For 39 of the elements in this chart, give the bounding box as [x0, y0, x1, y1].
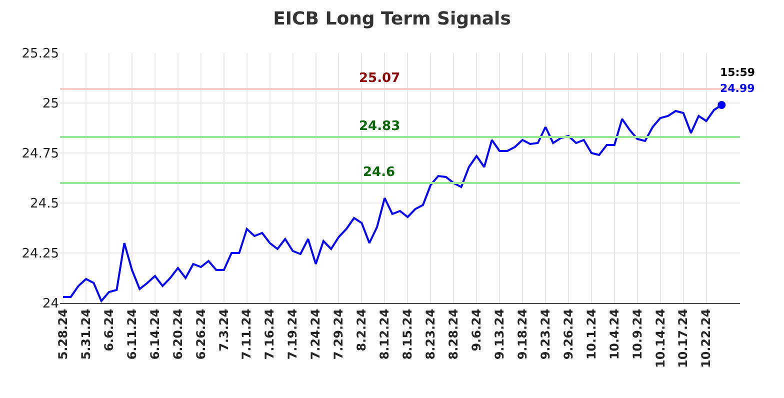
x-tick-label: 10.1.24: [584, 308, 598, 360]
x-tick-label: 10.14.24: [653, 308, 668, 368]
x-tick-label: 7.29.24: [332, 308, 346, 360]
ref-line-label: 24.6: [363, 165, 396, 180]
x-tick-label: 7.3.24: [216, 308, 231, 352]
ref-line-label: 24.83: [359, 119, 400, 134]
y-tick-label: 24.5: [30, 196, 59, 212]
y-tick-label: 25.25: [22, 46, 59, 62]
x-tick-label: 6.26.24: [194, 308, 208, 360]
chart-title: EICB Long Term Signals: [273, 8, 511, 30]
x-tick-label: 6.11.24: [124, 308, 139, 360]
x-tick-label: 9.6.24: [469, 308, 484, 352]
x-tick-label: 6.6.24: [102, 308, 116, 352]
x-tick-label: 8.2.24: [354, 308, 369, 352]
x-tick-label: 9.26.24: [561, 308, 576, 360]
x-tick-label: 8.15.24: [400, 308, 415, 360]
ref-line-label: 25.07: [359, 71, 400, 86]
x-tick-label: 10.9.24: [630, 308, 644, 360]
x-tick-label: 10.22.24: [699, 308, 714, 368]
x-tick-label: 7.24.24: [308, 308, 323, 360]
x-tick-label: 9.18.24: [515, 308, 530, 360]
x-tick-label: 9.13.24: [492, 308, 506, 360]
annotation: 15:59: [720, 66, 756, 79]
x-tick-label: 7.11.24: [240, 308, 254, 360]
x-tick-label: 8.28.24: [446, 308, 460, 360]
y-tick-label: 24.25: [22, 246, 59, 262]
x-tick-label: 7.16.24: [262, 308, 277, 360]
x-tick-label: 8.12.24: [378, 308, 392, 360]
y-tick-label: 25: [42, 96, 59, 112]
x-tick-label: 9.23.24: [538, 308, 552, 360]
x-tick-label: 7.19.24: [286, 308, 300, 360]
x-tick-label: 8.23.24: [424, 308, 438, 360]
x-tick-label: 6.14.24: [148, 308, 162, 360]
y-tick-label: 24.75: [22, 146, 59, 162]
x-tick-label: 10.4.24: [607, 308, 622, 360]
x-tick-label: 5.31.24: [78, 308, 93, 360]
x-tick-label: 10.17.24: [676, 308, 690, 368]
annotation: 24.99: [720, 82, 755, 95]
x-tick-label: 6.20.24: [170, 308, 185, 360]
